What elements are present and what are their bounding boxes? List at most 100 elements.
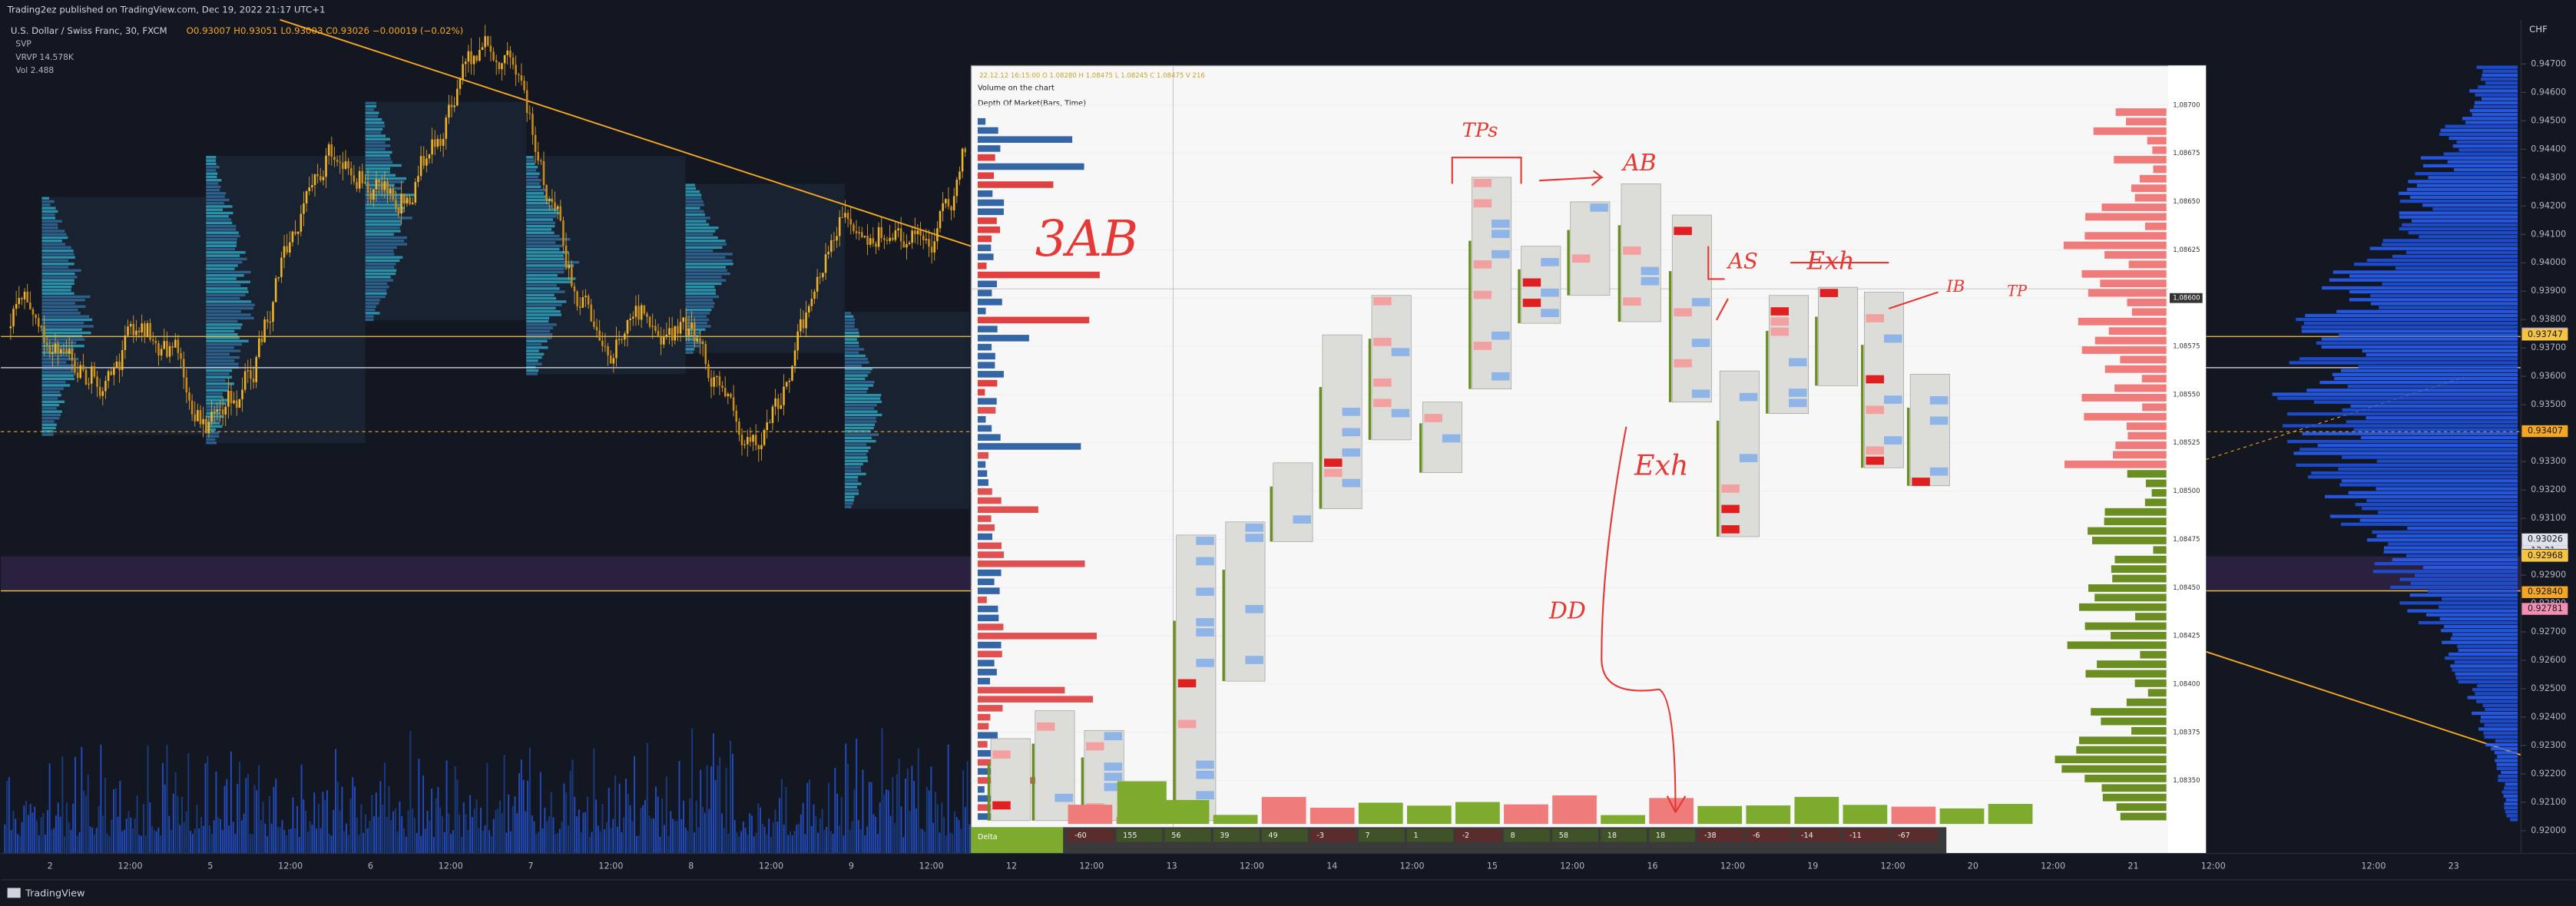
candle-body bbox=[439, 138, 442, 146]
volume-bar bbox=[25, 801, 28, 854]
profile-bar bbox=[2476, 699, 2518, 703]
session-profile-bar bbox=[844, 495, 855, 498]
dom-bar bbox=[977, 172, 995, 180]
dom-bar bbox=[977, 605, 998, 613]
volume-bar bbox=[574, 796, 576, 854]
session-profile-bar bbox=[41, 289, 71, 292]
footprint-cell bbox=[1196, 587, 1214, 596]
session-profile-bar bbox=[526, 283, 557, 287]
session-profile-bar bbox=[206, 244, 237, 247]
candle-body bbox=[194, 414, 197, 422]
candle-body bbox=[90, 366, 93, 384]
session-profile-bar bbox=[365, 295, 386, 299]
profile-bar bbox=[2329, 278, 2518, 282]
time-label: 23 bbox=[2449, 861, 2459, 871]
candle-body bbox=[82, 365, 84, 370]
volume-bar bbox=[740, 831, 743, 854]
delta-value: -60 bbox=[1074, 832, 1087, 840]
volume-bar bbox=[601, 803, 604, 854]
session-profile-bar bbox=[206, 228, 237, 231]
volume-bar bbox=[335, 749, 336, 854]
session-profile-bar bbox=[41, 230, 65, 233]
profile-bar bbox=[2370, 302, 2518, 306]
volume-bar bbox=[541, 828, 544, 854]
session-profile-bar bbox=[206, 362, 239, 365]
candle-body bbox=[98, 386, 101, 396]
volume-bar bbox=[939, 832, 941, 854]
inset-profile-bar bbox=[2153, 165, 2167, 174]
inset-profile-bar bbox=[2153, 546, 2167, 554]
session-profile-bar bbox=[41, 299, 85, 302]
session-profile-bar bbox=[844, 394, 882, 397]
profile-bar bbox=[2454, 660, 2518, 664]
volume-bar bbox=[215, 771, 217, 854]
candle-body bbox=[891, 237, 894, 240]
volume-bar bbox=[683, 800, 684, 854]
dom-bar bbox=[977, 145, 1001, 152]
candle-body bbox=[160, 349, 163, 356]
delta-value: 1 bbox=[1414, 832, 1419, 840]
session-profile-bar bbox=[844, 374, 868, 377]
session-profile-bar bbox=[844, 469, 862, 472]
session-profile-bar bbox=[41, 295, 91, 299]
session-profile-bar bbox=[365, 197, 406, 200]
profile-bar bbox=[2483, 731, 2518, 735]
candle-body bbox=[406, 197, 409, 204]
profile-bar bbox=[2369, 246, 2518, 250]
volume-bar bbox=[296, 805, 298, 854]
volume-bar bbox=[382, 805, 384, 854]
profile-bar bbox=[2402, 223, 2518, 226]
footprint-cell bbox=[1196, 557, 1214, 566]
dom-bar bbox=[977, 299, 1002, 306]
profile-bar bbox=[2287, 439, 2518, 444]
profile-bar bbox=[2408, 230, 2518, 235]
dom-bar bbox=[977, 163, 1084, 170]
session-profile-bar bbox=[526, 165, 538, 169]
delta-value: -2 bbox=[1462, 832, 1470, 840]
candle-body bbox=[853, 224, 855, 232]
candle-body bbox=[425, 158, 428, 166]
session-profile-bar bbox=[526, 290, 565, 293]
volume-bar bbox=[664, 825, 665, 854]
session-profile-bar bbox=[41, 276, 78, 279]
session-profile-bar bbox=[685, 338, 699, 341]
candle-body bbox=[682, 317, 684, 322]
profile-bar bbox=[2339, 483, 2518, 487]
inset-profile-bar bbox=[2061, 765, 2167, 773]
session-profile-bar bbox=[41, 420, 55, 423]
candle-body bbox=[221, 409, 224, 415]
footprint-cell bbox=[1473, 260, 1492, 269]
session-profile-bar bbox=[526, 218, 553, 221]
footprint-cell bbox=[1391, 408, 1410, 418]
session-profile-bar bbox=[844, 423, 875, 426]
footprint-cell bbox=[1912, 478, 1930, 486]
session-profile-bar bbox=[41, 410, 62, 413]
candle-body bbox=[489, 45, 492, 52]
volume-bar bbox=[243, 813, 245, 854]
footprint-bar bbox=[1906, 408, 1910, 486]
volume-bar bbox=[360, 804, 363, 854]
session-profile-bar bbox=[365, 315, 374, 318]
session-profile-bar bbox=[365, 157, 391, 160]
inset-profile-bar bbox=[2134, 680, 2167, 687]
candle-body bbox=[135, 330, 137, 336]
profile-bar bbox=[2414, 574, 2518, 577]
session-profile-bar bbox=[526, 280, 571, 283]
delta-value: 8 bbox=[1511, 832, 1515, 840]
candle-body bbox=[501, 63, 503, 70]
session-profile-bar bbox=[41, 200, 55, 203]
footprint-cell bbox=[992, 750, 1011, 759]
profile-bar bbox=[2353, 428, 2518, 432]
session-profile-bar bbox=[41, 318, 93, 322]
volume-bar bbox=[934, 792, 936, 854]
session-profile-bar bbox=[844, 351, 859, 354]
footprint-cell bbox=[1324, 458, 1343, 467]
volume-bar bbox=[290, 828, 292, 854]
footprint-cell bbox=[1196, 537, 1214, 545]
profile-bar bbox=[2282, 424, 2518, 428]
session-profile-bar bbox=[526, 326, 554, 329]
session-profile-bar bbox=[526, 244, 564, 247]
session-profile-bar bbox=[685, 246, 723, 250]
candle-body bbox=[827, 252, 829, 255]
candle-body bbox=[849, 219, 853, 225]
